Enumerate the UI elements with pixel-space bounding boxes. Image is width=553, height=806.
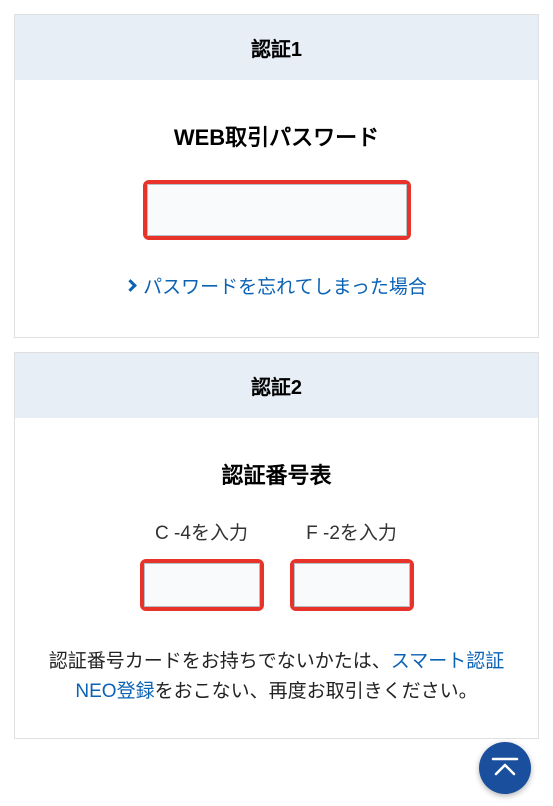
code-input-highlight-0 — [140, 559, 264, 611]
chevron-right-icon — [124, 279, 137, 292]
auth2-title: 認証番号表 — [45, 458, 508, 490]
scroll-to-top-button[interactable] — [479, 742, 531, 794]
web-password-input[interactable] — [147, 184, 407, 236]
help-prefix: 認証番号カードをお持ちでないかたは、 — [49, 651, 391, 672]
code-input-0[interactable] — [144, 563, 260, 607]
code-input-row: C -4を入力 F -2を入力 — [45, 518, 508, 611]
auth2-header: 認証2 — [15, 353, 538, 418]
password-input-highlight — [143, 180, 411, 240]
auth-section-1: 認証1 WEB取引パスワード パスワードを忘れてしまった場合 — [14, 14, 539, 338]
auth2-body: 認証番号表 C -4を入力 F -2を入力 認証番号カードをお持ちでないかたは、… — [15, 418, 538, 738]
auth1-title: WEB取引パスワード — [45, 120, 508, 152]
help-suffix: をおこない、再度お取引きください。 — [155, 681, 478, 702]
code-col-1: F -2を入力 — [290, 518, 414, 611]
forgot-password-label: パスワードを忘れてしまった場合 — [143, 272, 427, 299]
auth2-help-text: 認証番号カードをお持ちでないかたは、スマート認証NEO登録をおこない、再度お取引… — [47, 647, 507, 708]
code-input-1[interactable] — [294, 563, 410, 607]
code-input-highlight-1 — [290, 559, 414, 611]
auth1-body: WEB取引パスワード パスワードを忘れてしまった場合 — [15, 80, 538, 337]
auth1-header: 認証1 — [15, 15, 538, 80]
code-col-0: C -4を入力 — [140, 518, 264, 611]
code-label-1: F -2を入力 — [306, 518, 397, 545]
scroll-top-icon — [490, 756, 520, 780]
forgot-password-link[interactable]: パスワードを忘れてしまった場合 — [45, 272, 508, 299]
code-label-0: C -4を入力 — [155, 518, 248, 545]
auth-section-2: 認証2 認証番号表 C -4を入力 F -2を入力 認証番号カー — [14, 352, 539, 739]
